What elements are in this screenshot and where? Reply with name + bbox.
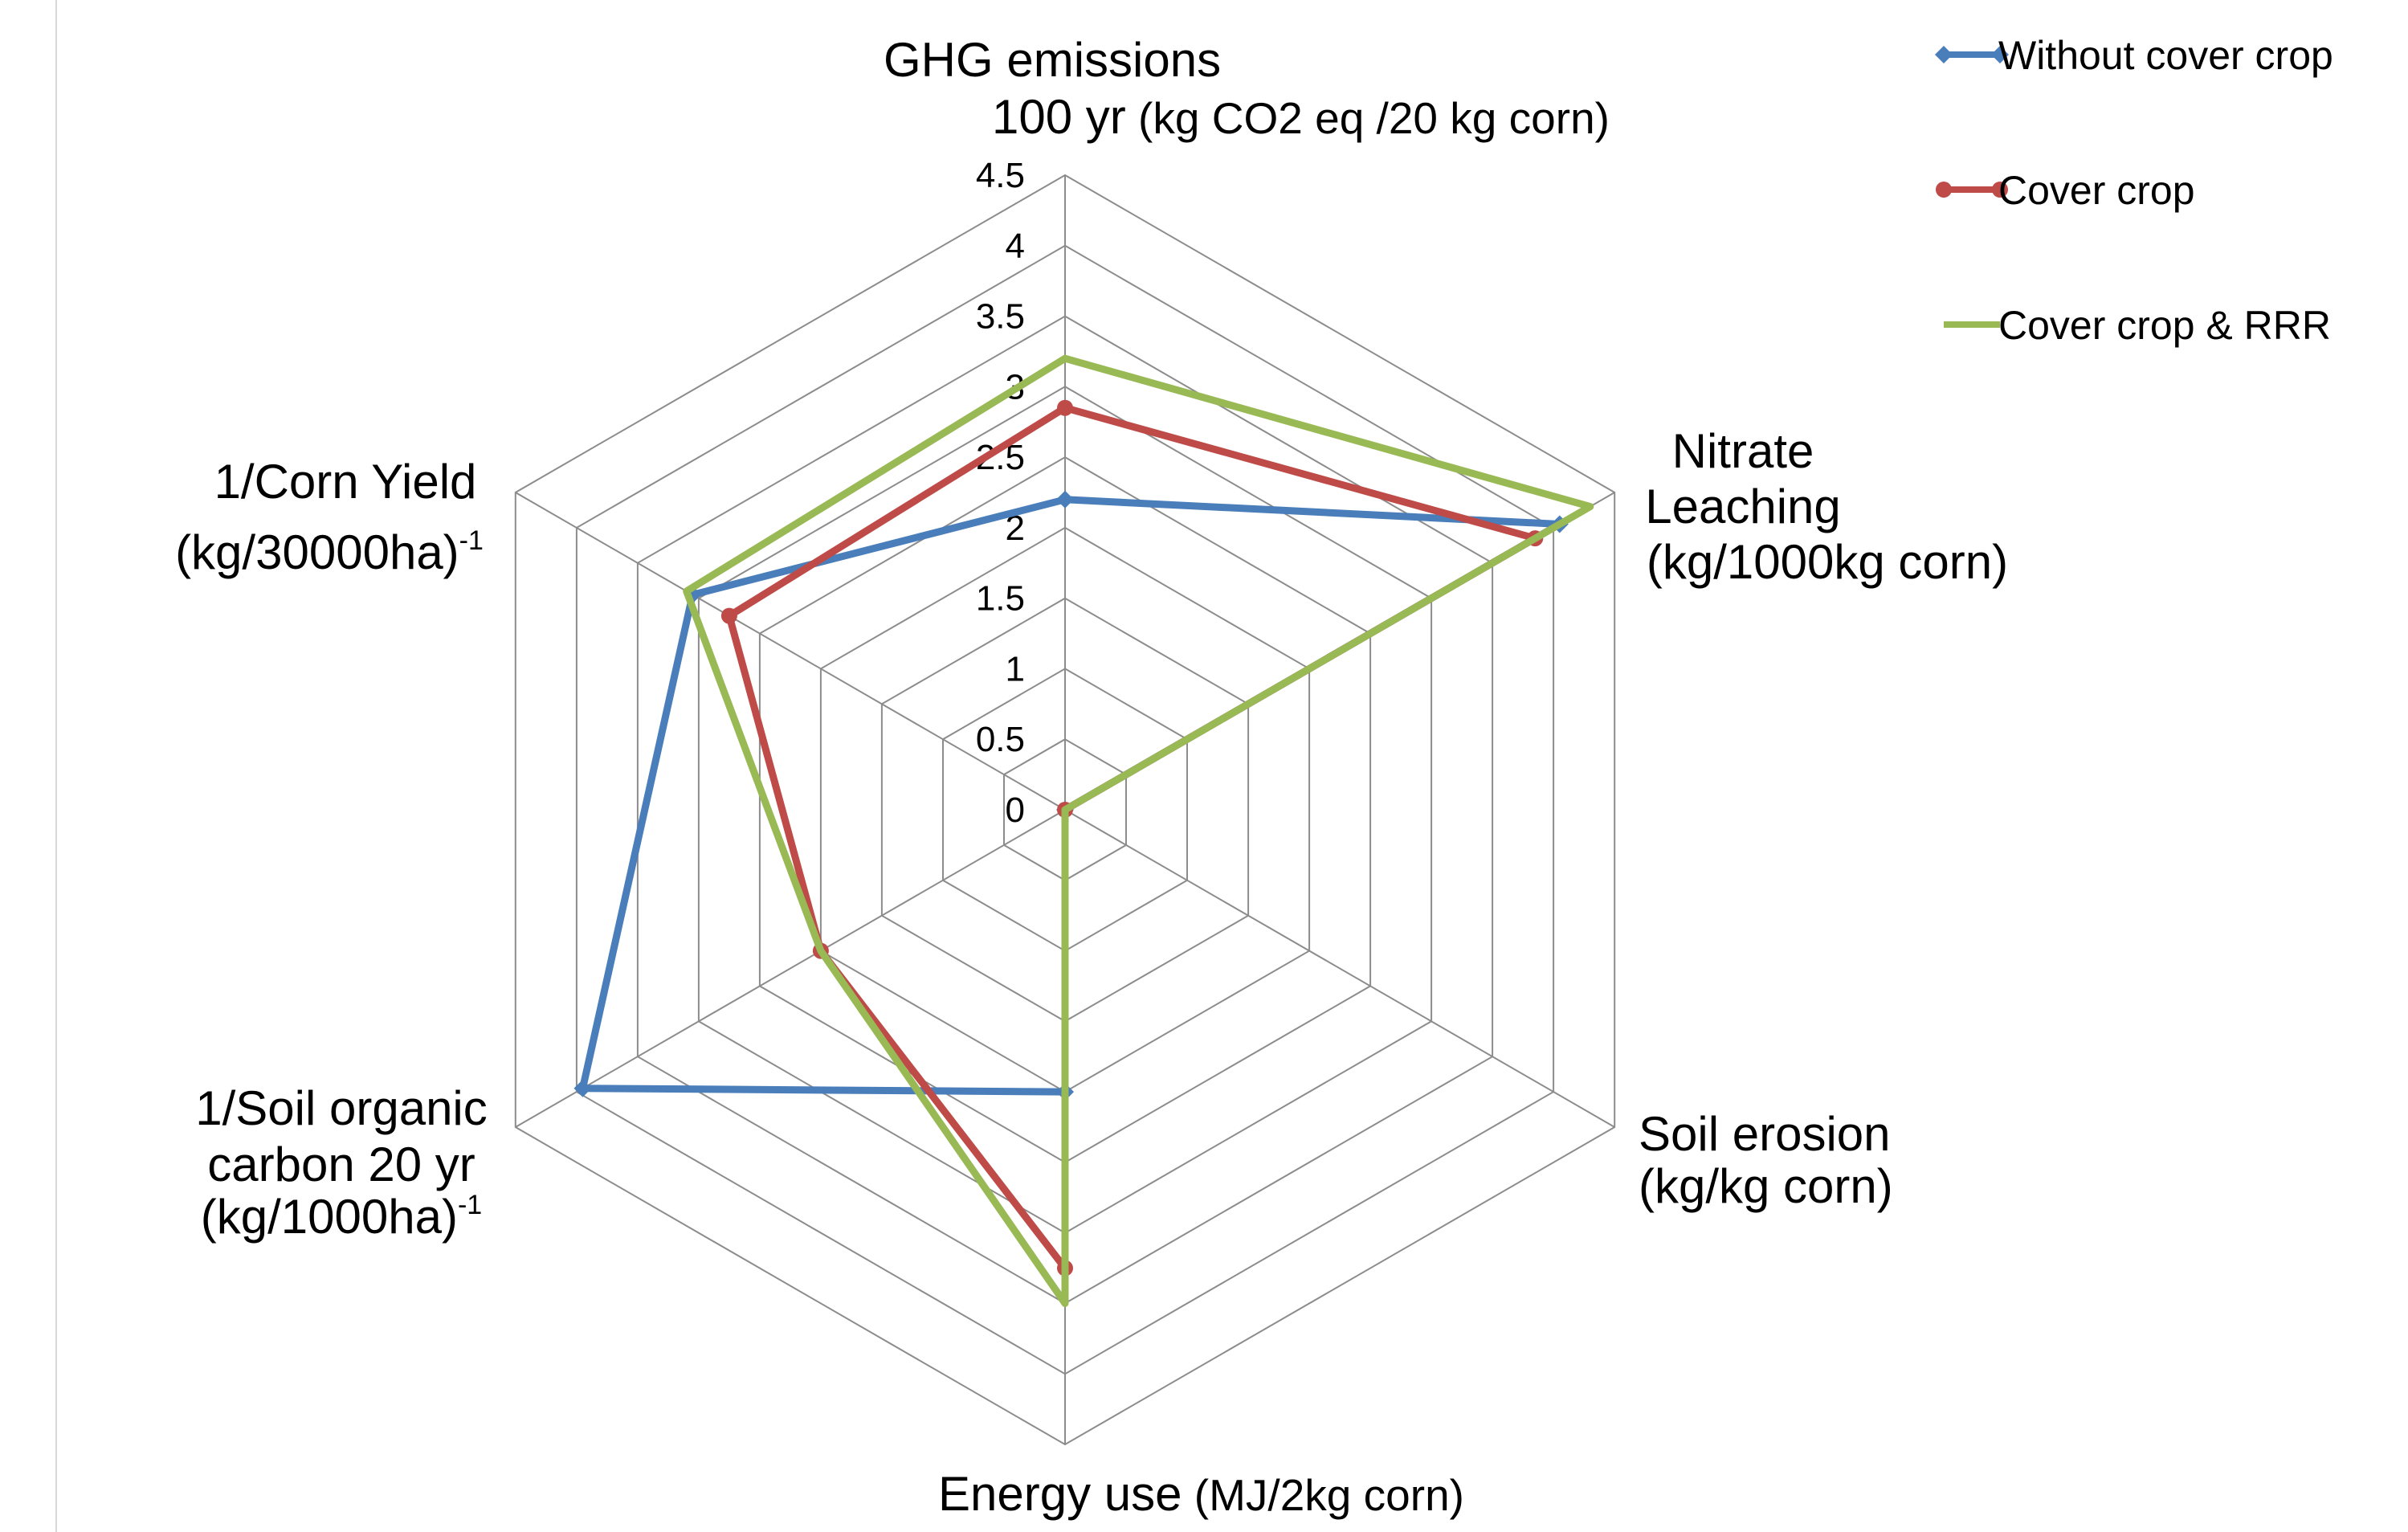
- tick-label: 3.5: [976, 297, 1025, 337]
- tick-label: 0: [1006, 791, 1025, 830]
- axis-label-line: Leaching: [1645, 480, 1841, 533]
- axis-label-part: -1: [459, 525, 484, 556]
- legend-label: Cover crop & RRR: [1998, 303, 2331, 348]
- legend-marker: [1936, 182, 1952, 198]
- series-2: [683, 354, 1594, 1307]
- data-series: [573, 354, 1594, 1307]
- axis-label-5: 1/Corn Yield (kg/30000ha)-1: [175, 455, 484, 579]
- axis-label-2: Soil erosion(kg/kg corn): [1639, 1107, 1893, 1213]
- data-point: [720, 607, 737, 624]
- axis-label-part: 1/Corn Yield: [214, 455, 477, 509]
- data-point: [1057, 399, 1073, 416]
- axis-label-line: Soil erosion: [1639, 1107, 1891, 1161]
- spoke-4: [515, 809, 1066, 1128]
- axis-label-line: Energy use (MJ/2kg corn): [938, 1467, 1464, 1521]
- axis-label-part: Nitrate: [1672, 424, 1814, 478]
- tick-label: 4.5: [976, 156, 1025, 195]
- axis-label-part: (kg/1000kg corn): [1647, 535, 2008, 589]
- axis-label-part: -1: [458, 1190, 482, 1220]
- axis-label-line: 100 yr (kg CO2 eq /20 kg corn): [992, 90, 1610, 144]
- series-line: [683, 354, 1594, 1307]
- axis-label-part: 100 yr: [992, 90, 1126, 144]
- axis-label-part: (kg/1000ha): [201, 1190, 458, 1244]
- axis-label-line: Nitrate: [1672, 424, 1814, 478]
- axis-label-line: (kg/30000ha)-1: [175, 525, 484, 579]
- series-0: [573, 490, 1569, 1101]
- axis-label-line: carbon 20 yr: [207, 1138, 475, 1191]
- spoke-5: [515, 492, 1066, 811]
- legend-item-1: Cover crop: [1936, 168, 2195, 213]
- axis-label-line: (kg/1000kg corn): [1647, 535, 2008, 589]
- legend-item-2: Cover crop & RRR: [1944, 303, 2331, 348]
- axis-label-line: GHG emissions: [884, 33, 1221, 87]
- axis-label-3: Energy use (MJ/2kg corn): [938, 1467, 1464, 1521]
- axis-label-line: (kg/1000ha)-1: [201, 1190, 482, 1244]
- radial-tick-labels: 00.511.522.533.544.5: [976, 156, 1025, 830]
- axis-label-part: Energy use: [938, 1467, 1182, 1521]
- legend-marker: [1935, 46, 1953, 63]
- tick-label: 0.5: [976, 720, 1025, 759]
- tick-label: 4: [1006, 227, 1025, 266]
- axis-label-part: 1/Soil organic: [195, 1081, 488, 1135]
- axis-label-part: (kg/30000ha): [175, 525, 459, 579]
- axis-label-part: Leaching: [1645, 480, 1841, 533]
- axis-label-part: (kg CO2 eq /20 kg corn): [1126, 93, 1610, 143]
- axis-label-part: (MJ/2kg corn): [1182, 1470, 1464, 1520]
- axis-label-line: 1/Corn Yield: [214, 455, 477, 509]
- legend-marker: [1992, 182, 2008, 198]
- legend: Without cover crop Cover crop Cover crop &…: [1935, 33, 2333, 348]
- legend-marker: [1991, 46, 2009, 63]
- legend-item-0: Without cover crop: [1935, 33, 2333, 78]
- legend-label: Cover crop: [1998, 168, 2195, 213]
- legend-label: Without cover crop: [1998, 33, 2333, 78]
- data-point: [1056, 490, 1074, 509]
- axis-label-part: (kg/kg corn): [1639, 1159, 1893, 1213]
- spoke-2: [1064, 809, 1615, 1128]
- data-point: [573, 1079, 592, 1097]
- tick-label: 1: [1006, 649, 1025, 688]
- axis-label-part: carbon 20 yr: [207, 1138, 475, 1191]
- series-line: [725, 404, 1539, 1273]
- axis-label-part: GHG emissions: [884, 33, 1221, 87]
- axis-label-line: 1/Soil organic: [195, 1081, 488, 1135]
- tick-label: 1.5: [976, 579, 1025, 619]
- axis-label-part: Soil erosion: [1639, 1107, 1891, 1161]
- series-1: [720, 399, 1544, 1277]
- axis-label-line: (kg/kg corn): [1639, 1159, 1893, 1213]
